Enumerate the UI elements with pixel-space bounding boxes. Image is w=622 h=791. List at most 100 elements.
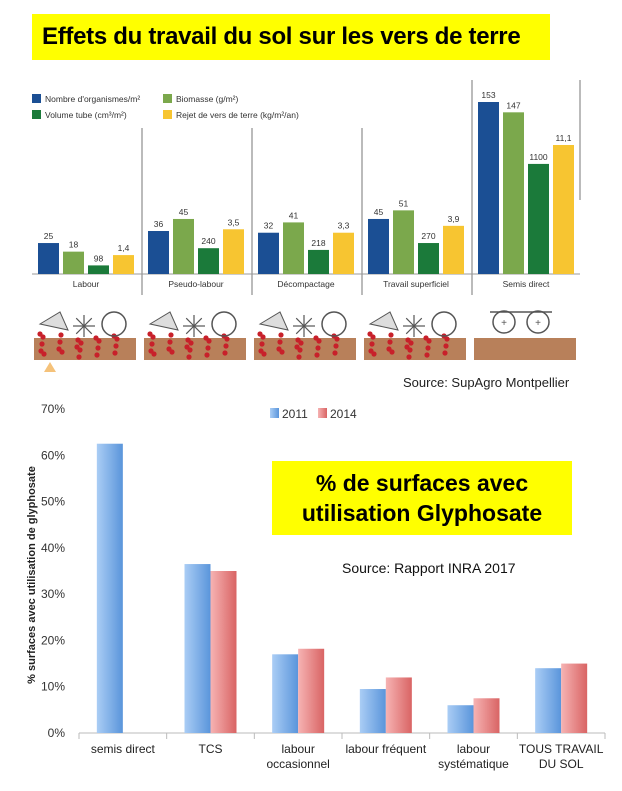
earthworm-category-labels: Labour Pseudo-labour Décompactage Travail s… xyxy=(73,279,550,289)
bar-value-label: 36 xyxy=(154,219,164,229)
rotor-blade xyxy=(295,317,305,327)
x-category-label: labour xyxy=(457,742,490,756)
tillage-illustration: + + xyxy=(474,310,576,360)
bar xyxy=(283,222,304,274)
bar xyxy=(333,232,354,274)
soil-clod xyxy=(169,349,175,355)
bar-value-label: 41 xyxy=(289,210,299,220)
soil-clod xyxy=(371,351,377,357)
bar-value-label: 32 xyxy=(264,221,274,231)
soil-clod xyxy=(408,340,414,346)
soil-clod xyxy=(388,332,394,338)
bar xyxy=(447,705,474,733)
soil-clod xyxy=(114,336,120,342)
bar-value-label: 45 xyxy=(179,207,189,217)
bar-value-label: 51 xyxy=(399,198,409,208)
soil-clod xyxy=(188,340,194,346)
earthworm-chart: Nombre d'organismes/m² Biomasse (g/m²) Vol… xyxy=(32,80,581,372)
tillage-illustration xyxy=(364,311,466,360)
rotor-blade xyxy=(413,325,423,335)
bar xyxy=(223,229,244,274)
x-category-label: TOUS TRAVAIL xyxy=(519,742,604,756)
x-category-label: occasionnel xyxy=(266,757,329,771)
soil-clod xyxy=(315,345,321,351)
glyphosate-title-line2: utilisation Glyphosate xyxy=(301,500,543,526)
soil-clod xyxy=(151,351,157,357)
soil-clod xyxy=(314,352,320,358)
soil-clod xyxy=(222,350,228,356)
rotor-blade xyxy=(75,325,85,335)
bar xyxy=(210,571,237,733)
roller-wheel xyxy=(492,310,516,334)
soil-clod xyxy=(369,341,375,347)
x-category-label: labour xyxy=(281,742,314,756)
soil-clod xyxy=(425,345,431,351)
glyphosate-bars xyxy=(96,443,588,733)
soil-clod xyxy=(332,350,338,356)
rotor-blade xyxy=(83,325,93,335)
soil-clod xyxy=(278,332,284,338)
bar xyxy=(38,243,59,274)
bar-value-label: 3,3 xyxy=(338,221,350,231)
plough-blade xyxy=(258,311,289,331)
soil-clod xyxy=(426,338,432,344)
bar-value-label: 11,1 xyxy=(556,133,572,143)
bar xyxy=(418,243,439,274)
roller-wheel xyxy=(526,310,550,334)
plough-blade xyxy=(368,311,399,331)
bar xyxy=(393,210,414,274)
rotor-blade xyxy=(303,317,313,327)
tillage-illustration xyxy=(254,311,356,360)
rotor-blade xyxy=(405,325,415,335)
legend-swatch xyxy=(163,110,172,119)
soil-clod xyxy=(57,339,63,345)
soil-clod xyxy=(168,332,174,338)
soil-clod xyxy=(370,334,376,340)
soil-clod xyxy=(296,354,302,360)
roller-wheel xyxy=(101,311,127,337)
plough-blade xyxy=(38,311,69,331)
category-label: Décompactage xyxy=(277,279,334,289)
rotor-blade xyxy=(75,317,85,327)
glyphosate-title-box: % de surfaces avec utilisation Glyphosat… xyxy=(272,461,572,535)
source-bottom: Source: Rapport INRA 2017 xyxy=(342,560,516,576)
soil-clod xyxy=(150,334,156,340)
roller-wheel xyxy=(321,311,347,337)
rotor-blade xyxy=(413,317,423,327)
soil-clod xyxy=(186,354,192,360)
tillage-illustration xyxy=(144,311,246,360)
legend-label: Biomasse (g/m²) xyxy=(176,94,239,104)
earthworm-legend: Nombre d'organismes/m² Biomasse (g/m²) Vol… xyxy=(32,94,299,120)
soil-clod xyxy=(444,336,450,342)
bar xyxy=(173,218,194,274)
x-category-label: labour fréquent xyxy=(345,742,426,756)
soil-clod xyxy=(333,343,339,349)
bar xyxy=(535,668,562,733)
y-axis-label: % surfaces avec utilisation de glyphosat… xyxy=(26,466,38,684)
soil-clod xyxy=(167,339,173,345)
soil-clod xyxy=(442,350,448,356)
rotor-blade xyxy=(405,317,415,327)
bar xyxy=(298,648,325,733)
x-category-label: DU SOL xyxy=(539,757,584,771)
y-tick-label: 70% xyxy=(41,402,65,416)
soil-clod xyxy=(205,345,211,351)
soil-clod xyxy=(39,341,45,347)
legend-swatch xyxy=(318,408,327,418)
x-category-label: systématique xyxy=(438,757,509,771)
soil-clod xyxy=(424,352,430,358)
source-top: Source: SupAgro Montpellier xyxy=(403,375,570,390)
soil-clod xyxy=(297,347,303,353)
bar-value-label: 3,5 xyxy=(228,217,240,227)
soil-clod xyxy=(96,338,102,344)
bar-value-label: 1,4 xyxy=(118,243,130,253)
bar-value-label: 18 xyxy=(69,240,79,250)
bar xyxy=(359,689,386,733)
bar xyxy=(96,443,123,733)
y-tick-label: 10% xyxy=(41,680,65,694)
bar-value-label: 1100 xyxy=(529,152,548,162)
soil-clod xyxy=(77,347,83,353)
bar xyxy=(553,145,574,274)
roller-wheel xyxy=(211,311,237,337)
